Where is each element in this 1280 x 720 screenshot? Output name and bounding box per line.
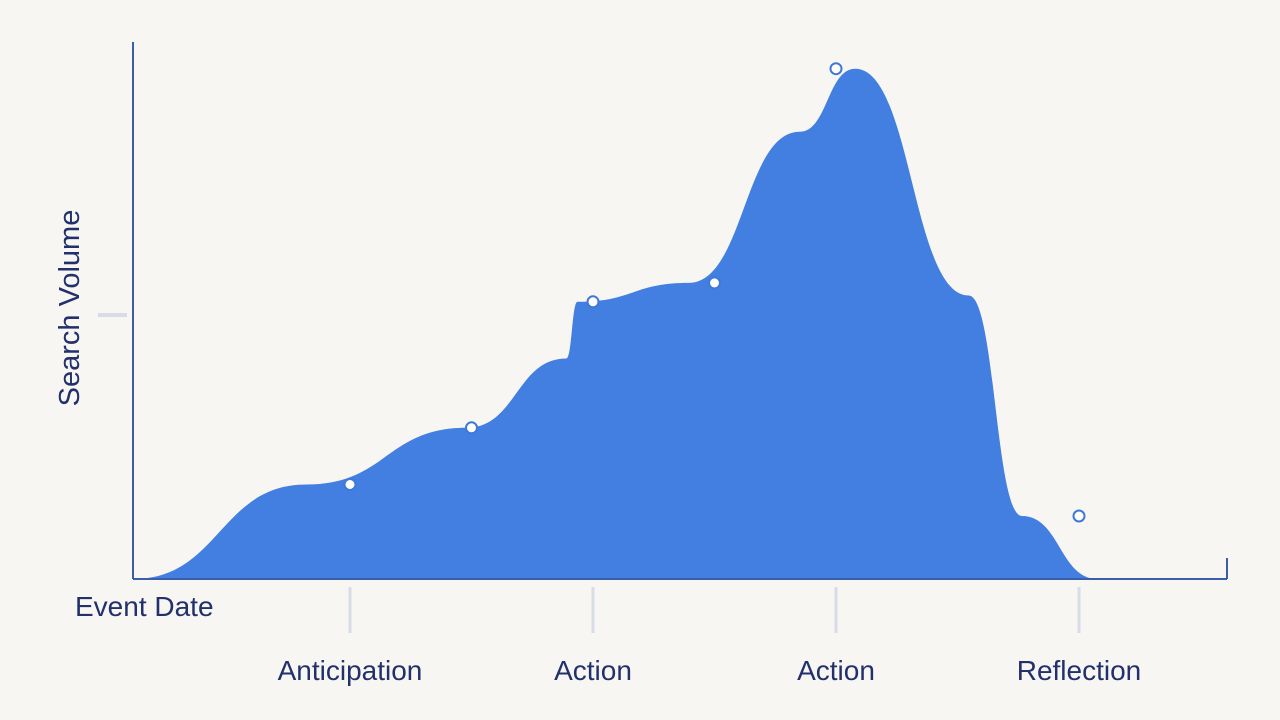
category-guides [348, 587, 1081, 633]
category-label-0: Anticipation [278, 655, 423, 686]
data-point-1 [465, 421, 478, 435]
data-markers [343, 62, 1086, 523]
category-labels: Anticipation Action Action Reflection [278, 655, 1142, 686]
x-axis-label: Event Date [75, 591, 214, 622]
y-axis-label: Search Volume [54, 210, 86, 407]
data-point-4 [829, 62, 843, 76]
category-label-3: Reflection [1017, 655, 1142, 686]
category-label-1: Action [554, 655, 632, 686]
category-label-2: Action [797, 655, 875, 686]
data-point-3 [708, 276, 721, 290]
data-point-0 [343, 478, 357, 491]
data-point-5 [1072, 509, 1086, 523]
search-volume-area [133, 68, 1098, 579]
data-point-2 [586, 295, 600, 309]
